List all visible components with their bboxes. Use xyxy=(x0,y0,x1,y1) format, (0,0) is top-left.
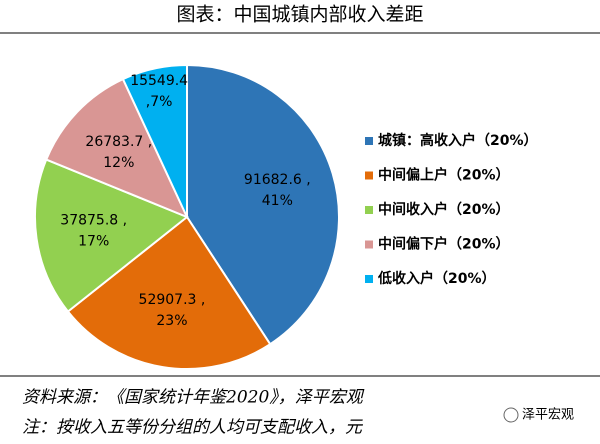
note: 注：按收入五等份分组的人均可支配收入，元 xyxy=(22,418,364,438)
pie-slice xyxy=(66,215,272,370)
source: 资料来源：《国家统计年鉴2020》，泽平宏观 xyxy=(22,388,365,408)
value-label: 26783.7 , xyxy=(85,134,152,150)
legend-label: 城镇：高收入户（20%） xyxy=(378,132,538,149)
value-label: 52907.3 , xyxy=(139,292,206,308)
percent-label: ,7% xyxy=(146,94,173,110)
pie-slice xyxy=(34,158,189,313)
watermark: 泽平宏观 xyxy=(522,408,574,423)
pie: 91682.6 , 41% 52907.3 , 23% 37875.8 , 17% 2678… xyxy=(34,63,340,370)
legend-label: 中间收入户（20%） xyxy=(378,201,510,218)
legend-swatch xyxy=(365,275,373,283)
percent-label: 12% xyxy=(103,155,134,171)
legend-swatch xyxy=(365,206,373,214)
legend-label: 低收入户（20%） xyxy=(377,270,496,287)
legend-label: 中间偏上户（20%） xyxy=(378,167,510,184)
title: 图表：中国城镇内部收入差距 xyxy=(176,4,423,26)
pie-slice xyxy=(121,63,188,218)
legend-swatch xyxy=(365,240,373,249)
percent-label: 41% xyxy=(262,193,293,209)
value-label: 37875.8 , xyxy=(60,212,127,228)
value-label: 15549.4 xyxy=(130,73,188,89)
legend-label: 中间偏下户（20%） xyxy=(378,236,510,253)
percent-label: 23% xyxy=(156,313,187,329)
watermark-icon xyxy=(503,407,519,423)
value-label: 91682.6 , xyxy=(244,172,311,188)
percent-label: 17% xyxy=(78,233,109,249)
pie-slice xyxy=(44,77,189,219)
legend: 城镇：高收入户（20%） 中间偏上户（20%） 中间收入户（20%） 中间偏下户（20… xyxy=(365,132,538,287)
legend-swatch xyxy=(365,137,373,145)
legend-swatch xyxy=(365,171,373,180)
